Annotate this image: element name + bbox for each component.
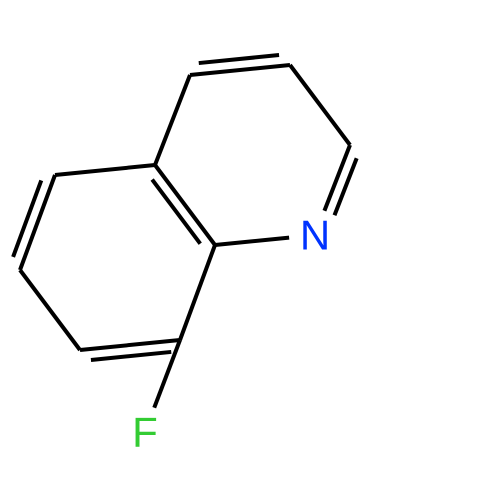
bond — [334, 158, 356, 215]
bond — [91, 352, 171, 360]
atom-F: F — [132, 409, 158, 456]
bond — [180, 245, 215, 340]
bond — [155, 165, 215, 245]
bond — [152, 180, 200, 244]
bond — [290, 65, 350, 145]
bond — [55, 165, 155, 175]
molecule-canvas: NF — [0, 0, 500, 500]
bond — [324, 145, 350, 211]
bond — [155, 75, 190, 165]
bond — [80, 340, 180, 350]
atom-N: N — [300, 212, 330, 259]
bond — [215, 238, 289, 245]
bond — [154, 340, 180, 408]
bond — [20, 270, 80, 350]
bond — [199, 55, 279, 63]
bond — [190, 65, 290, 75]
